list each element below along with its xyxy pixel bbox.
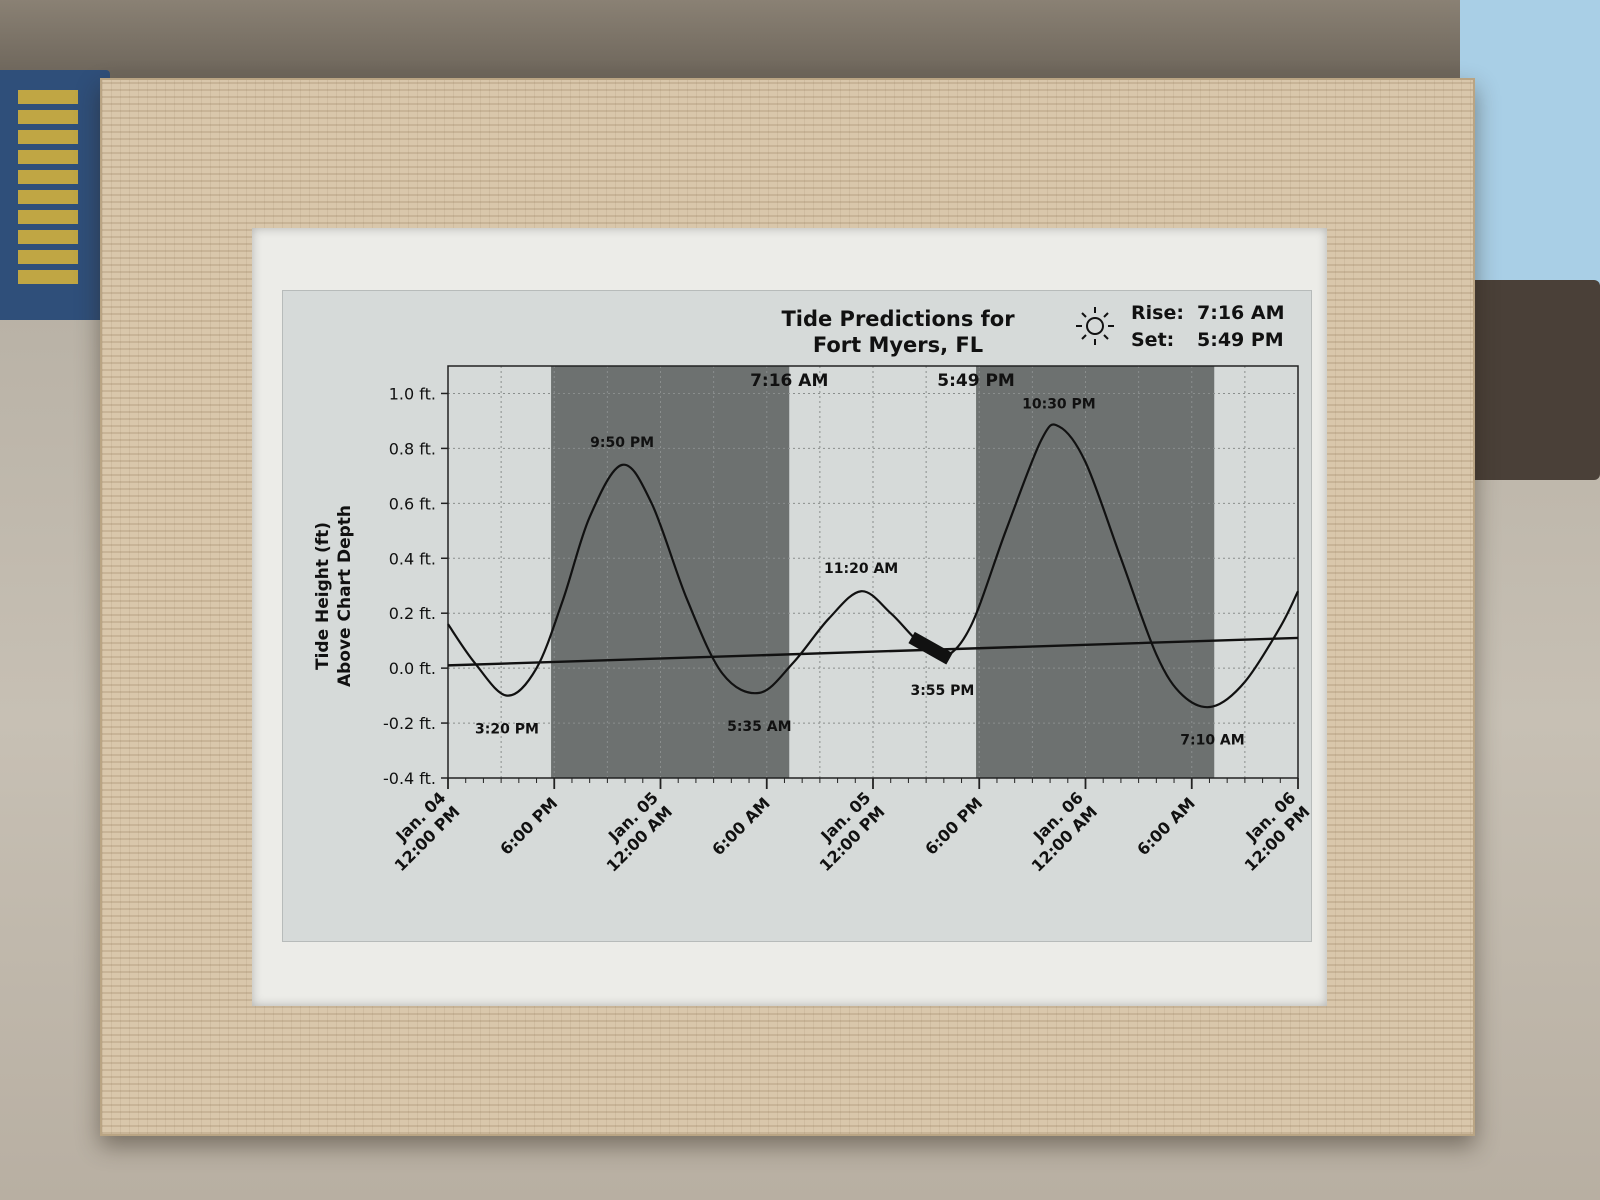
sun-icon bbox=[1076, 307, 1114, 345]
background-book bbox=[0, 70, 110, 320]
y-axis-label-line2: Above Chart Depth bbox=[335, 505, 355, 687]
background-mat bbox=[1450, 280, 1600, 480]
y-axis-label-line1: Tide Height (ft) bbox=[313, 522, 333, 670]
sun-event-label-1: 5:49 PM bbox=[937, 371, 1015, 391]
extremum-label-1: 9:50 PM bbox=[590, 435, 654, 451]
tide-series bbox=[447, 423, 1299, 709]
tide-height-line bbox=[447, 423, 1299, 709]
extremum-label-0: 3:20 PM bbox=[475, 722, 539, 738]
y-tick-label-6: -0.2 ft. bbox=[383, 714, 436, 733]
reference-line bbox=[447, 636, 1299, 667]
y-tick-label-1: 0.8 ft. bbox=[389, 439, 436, 458]
eink-display: 1.0 ft. 0.8 ft. 0.6 ft. 0.4 ft. 0.2 ft. 0.0 f… bbox=[282, 290, 1313, 942]
x-tick-label-5: 6:00 PM bbox=[921, 794, 986, 859]
picture-frame: 1.0 ft. 0.8 ft. 0.6 ft. 0.4 ft. 0.2 ft. 0.0 f… bbox=[100, 78, 1475, 1136]
y-tick-label-5: 0.0 ft. bbox=[389, 659, 436, 678]
night-shading bbox=[551, 366, 1215, 778]
night-period-0 bbox=[551, 366, 790, 778]
extremum-label-6: 7:10 AM bbox=[1180, 733, 1244, 749]
extremum-label-3: 11:20 AM bbox=[824, 561, 898, 577]
x-tick-label-line1-1: 6:00 PM bbox=[496, 794, 561, 859]
tide-chart: 1.0 ft. 0.8 ft. 0.6 ft. 0.4 ft. 0.2 ft. 0.0 f… bbox=[313, 302, 1313, 876]
chart-title-line1: Tide Predictions for bbox=[781, 307, 1015, 331]
x-tick-label-line1-5: 6:00 PM bbox=[921, 794, 986, 859]
x-tick-label-1: 6:00 PM bbox=[496, 794, 561, 859]
current-time-marker bbox=[908, 631, 953, 665]
x-tick-label-line1-7: 6:00 AM bbox=[1133, 794, 1199, 860]
sunset-label: Set: bbox=[1131, 329, 1174, 351]
y-tick-label-7: -0.4 ft. bbox=[383, 769, 436, 788]
extrema-labels: 7:16 AM 5:49 PM 3:20 PM 9:50 PM 5:35 AM 11:20… bbox=[475, 371, 1245, 749]
background-mug bbox=[1460, 0, 1600, 310]
chart-title-line2: Fort Myers, FL bbox=[813, 333, 983, 357]
sunset-time: 5:49 PM bbox=[1197, 329, 1284, 351]
x-tick-label-7: 6:00 AM bbox=[1133, 794, 1199, 860]
x-tick-label-line1-3: 6:00 AM bbox=[708, 794, 774, 860]
sunrise-label: Rise: bbox=[1131, 302, 1184, 324]
sunrise-time: 7:16 AM bbox=[1197, 302, 1285, 324]
x-tick-label-3: 6:00 AM bbox=[708, 794, 774, 860]
y-tick-label-0: 1.0 ft. bbox=[389, 384, 436, 403]
night-period-1 bbox=[976, 366, 1215, 778]
y-tick-label-4: 0.2 ft. bbox=[389, 604, 436, 623]
extremum-label-4: 3:55 PM bbox=[910, 683, 974, 699]
y-tick-label-3: 0.4 ft. bbox=[389, 549, 436, 568]
extremum-label-5: 10:30 PM bbox=[1022, 396, 1096, 412]
extremum-label-2: 5:35 AM bbox=[727, 719, 791, 735]
frame-mat: 1.0 ft. 0.8 ft. 0.6 ft. 0.4 ft. 0.2 ft. 0.0 f… bbox=[252, 228, 1327, 1006]
sun-event-label-0: 7:16 AM bbox=[750, 371, 828, 391]
book-cover-print bbox=[18, 90, 78, 290]
y-tick-label-2: 0.6 ft. bbox=[389, 494, 436, 513]
